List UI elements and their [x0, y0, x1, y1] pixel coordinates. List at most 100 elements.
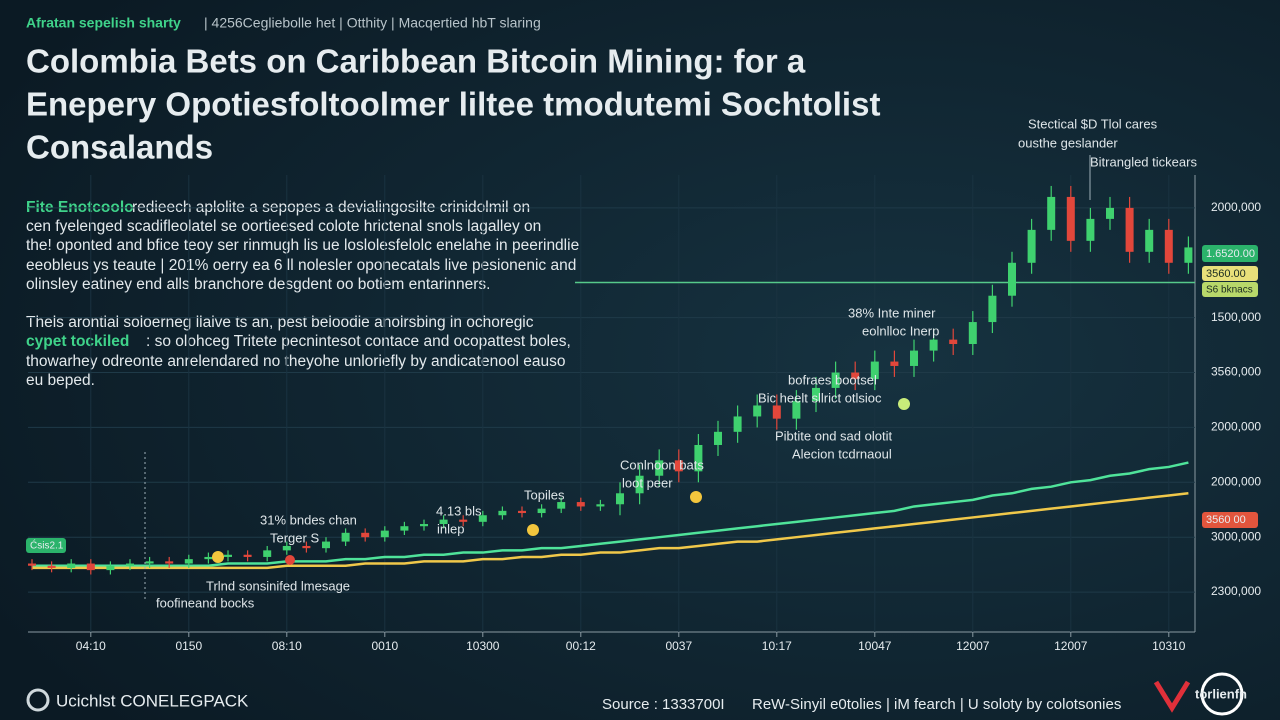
candle-body	[478, 515, 487, 522]
candle-body	[988, 295, 997, 323]
candle-body	[459, 519, 468, 522]
annotation: Bic heelt sllrict otlsioc	[758, 390, 882, 405]
badge	[26, 538, 66, 553]
x-tick-label: 0010	[371, 639, 398, 653]
y-tick-label: 2000,000	[1211, 420, 1261, 434]
candle-body	[322, 541, 330, 549]
badge-label: 3560 00	[1206, 514, 1246, 526]
paragraph-line: eeobleus ys teaute | 201% oerry ea 6 ll …	[26, 257, 576, 274]
candle-body	[361, 532, 370, 538]
candle-body	[694, 444, 703, 472]
x-tick-label: 10047	[858, 639, 892, 653]
footer-links: ReW-Sinyil e0tolies | iM fearch | U solo…	[752, 696, 1121, 713]
candle-body	[86, 563, 95, 571]
annotation: eolnlloc Inerp	[862, 323, 939, 338]
candle-body	[1066, 196, 1075, 241]
y-tick-label: 2000,000	[1211, 200, 1261, 214]
candle-body	[929, 339, 938, 351]
marker-dot	[690, 491, 702, 503]
candle-body	[1164, 229, 1173, 263]
candle-body	[282, 545, 291, 551]
y-tick-label: 3560,000	[1211, 365, 1261, 379]
candle-body	[67, 563, 76, 568]
candle-body	[1027, 229, 1036, 263]
badge-label: S6 bknacs	[1206, 285, 1253, 296]
annotation: bofraes bootsel	[788, 372, 877, 387]
candle-body	[106, 565, 115, 571]
candle-body	[47, 565, 56, 568]
source: Source : 1333700I	[602, 696, 725, 713]
x-tick-label: 10:17	[762, 639, 792, 653]
candle-body	[439, 519, 448, 525]
badge	[1202, 512, 1258, 528]
candle-body	[910, 350, 918, 366]
marker-dot	[212, 551, 224, 563]
candle-body	[380, 530, 389, 538]
candle-body	[1145, 229, 1154, 252]
candle-body	[400, 526, 409, 531]
candle-body	[576, 502, 585, 507]
candle-body	[145, 561, 154, 564]
annotation: 31% bndes chan	[260, 512, 357, 527]
annotation: ousthe geslander	[1018, 135, 1118, 150]
x-tick-label: 08:10	[272, 639, 302, 653]
brand: Ucichlst CONELEGPACK	[56, 691, 249, 710]
moving-average-line	[32, 461, 1189, 567]
candle-body	[243, 554, 252, 557]
candle-body	[1106, 207, 1114, 219]
x-tick-label: 10300	[466, 639, 500, 653]
y-tick-label: 1500,000	[1211, 310, 1261, 324]
x-tick-label: 0150	[175, 639, 202, 653]
candle-body	[772, 405, 781, 419]
candle-body	[674, 460, 683, 472]
candle-body	[126, 563, 134, 566]
paragraph-line: Thels arontial soloerneg llaive ts an, p…	[26, 314, 534, 331]
candle-body	[714, 431, 722, 445]
candle-body	[635, 475, 644, 494]
x-tick-label: 04:10	[76, 639, 106, 653]
candle-body	[537, 508, 546, 514]
candle-body	[1086, 218, 1095, 241]
y-tick-label: 2000,000	[1211, 474, 1261, 488]
candle-body	[302, 545, 311, 549]
annotation: Bitrangled tickears	[1090, 154, 1197, 169]
logo-mark	[1153, 680, 1191, 713]
candle-body	[1047, 196, 1056, 230]
annotation: Conlnoon bats	[620, 457, 704, 472]
highlight: cypet tockiled	[26, 333, 129, 350]
x-tick-label: 12007	[956, 639, 990, 653]
plot: 2000,000 1500,000 3560,000 2000,000 2000,000…	[28, 175, 1261, 653]
y-tick-label: 3000,000	[1211, 529, 1261, 543]
candle-body	[165, 561, 174, 564]
logo-text: torlienfn	[1195, 686, 1247, 701]
badge	[1202, 245, 1258, 262]
candle-body	[1184, 247, 1193, 263]
annotation: Alecion tcdrnaoul	[792, 446, 892, 461]
candle-body	[498, 510, 507, 516]
candle-body	[1125, 207, 1134, 252]
paragraph-line: : so olohceg Tritete pecnintesot contace…	[146, 333, 571, 350]
badge	[1202, 282, 1258, 297]
annotation: 4.13 bls	[436, 503, 482, 518]
x-tick-label: 12007	[1054, 639, 1088, 653]
badge	[1202, 266, 1258, 281]
candle-body	[28, 563, 36, 566]
annotation: foofineand bocks	[156, 595, 255, 610]
paragraph-line: thowarhey odreonte anrelendared no theyo…	[26, 353, 565, 370]
candle-body	[851, 372, 860, 380]
x-tick-label: 0037	[665, 639, 692, 653]
annotation: Topiles	[524, 487, 565, 502]
annotation: Trlnd sonsinifed lmesage	[206, 578, 350, 593]
candle-body	[792, 401, 801, 419]
tagline: | 4256Cegliebolle het | Otthity | Macqer…	[204, 15, 541, 31]
candle-body	[341, 532, 350, 542]
candle-body	[753, 405, 762, 417]
paragraph-line: olinsley eatiney end alls branchore desg…	[26, 276, 490, 293]
candle-body	[968, 322, 977, 345]
paragraph-line: cen fyelenged scadifleolatel se oortiees…	[26, 218, 541, 235]
annotation: loot peer	[622, 475, 673, 490]
x-tick-label: 00:12	[566, 639, 596, 653]
candle-body	[733, 416, 742, 432]
